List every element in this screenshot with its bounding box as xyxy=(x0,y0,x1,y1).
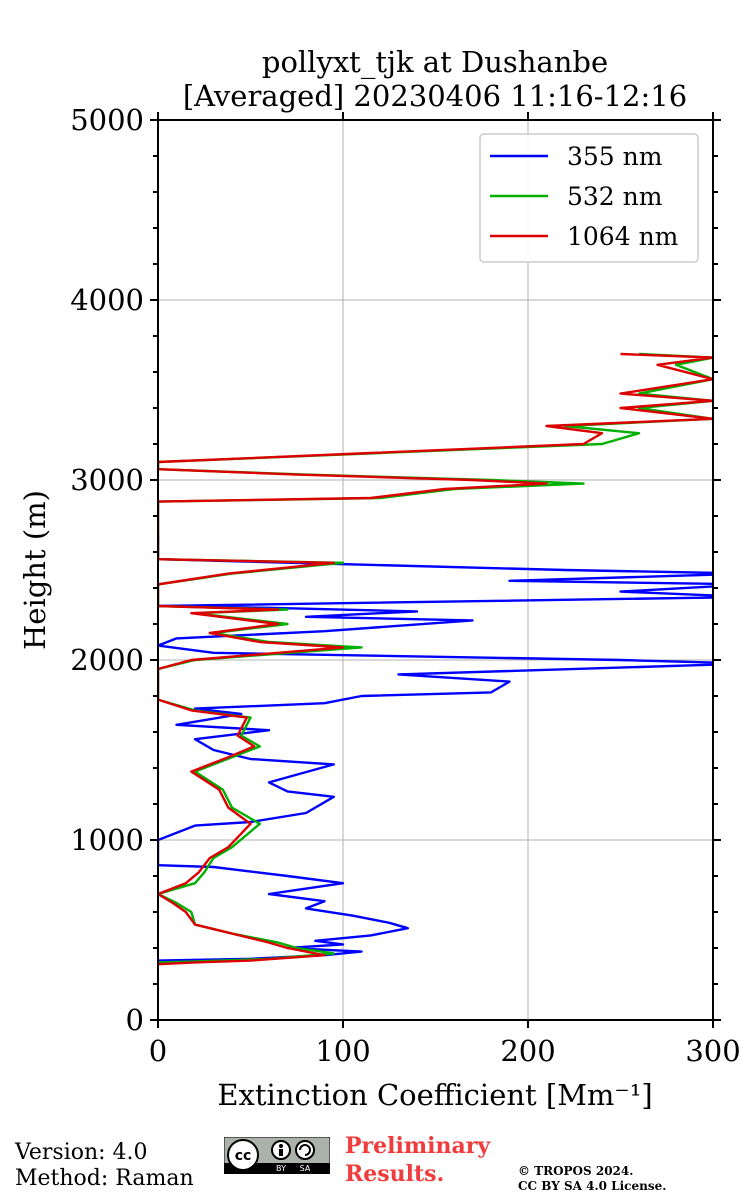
copyright-line1: © TROPOS 2024. xyxy=(518,1164,634,1178)
by-text: BY xyxy=(276,1164,286,1173)
series-line-355-nm xyxy=(158,534,713,962)
preliminary-line2: Results. xyxy=(345,1161,445,1187)
chart-title-line1: pollyxt_tjk at Dushanbe xyxy=(262,45,608,80)
legend: 355 nm 532 nm 1064 nm xyxy=(479,133,699,263)
cc-by-sa-badge-icon: cc BY SA xyxy=(224,1137,330,1174)
x-tick-label: 300 xyxy=(685,1034,740,1068)
series-layer xyxy=(158,352,713,966)
plot-frame xyxy=(157,119,714,1021)
preliminary-line1: Preliminary xyxy=(345,1133,491,1159)
series-line-1064-nm xyxy=(158,352,713,966)
x-tick-label: 200 xyxy=(500,1034,555,1068)
copyright-line2: CC BY SA 4.0 License. xyxy=(518,1179,667,1193)
version-info: Version: 4.0 Method: Raman xyxy=(15,1140,194,1192)
x-axis-label: Extinction Coefficient [Mm⁻¹] xyxy=(217,1078,652,1112)
x-tick-label: 0 xyxy=(149,1034,167,1068)
y-tick-label: 2000 xyxy=(70,643,144,677)
y-axis-label: Height (m) xyxy=(18,490,52,650)
cc-text: cc xyxy=(235,1148,252,1164)
legend-box xyxy=(479,133,699,263)
preliminary-notice: Preliminary Results. xyxy=(345,1132,490,1188)
method-text: Method: Raman xyxy=(15,1166,194,1191)
y-tick-label: 4000 xyxy=(70,283,144,317)
x-tick-label: 100 xyxy=(315,1034,370,1068)
y-tick-label: 3000 xyxy=(70,463,144,497)
sa-text: SA xyxy=(300,1164,311,1173)
chart-title-line2: [Averaged] 20230406 11:16-12:16 xyxy=(183,79,687,113)
copyright-notice: © TROPOS 2024. CC BY SA 4.0 License. xyxy=(518,1164,666,1194)
y-tick-label: 1000 xyxy=(70,823,144,857)
legend-label: 355 nm xyxy=(567,142,663,171)
y-tick-label: 5000 xyxy=(70,103,144,137)
legend-label: 1064 nm xyxy=(567,222,679,251)
version-text: Version: 4.0 xyxy=(15,1140,148,1165)
y-tick-label: 0 xyxy=(126,1003,144,1037)
legend-label: 532 nm xyxy=(567,182,663,211)
